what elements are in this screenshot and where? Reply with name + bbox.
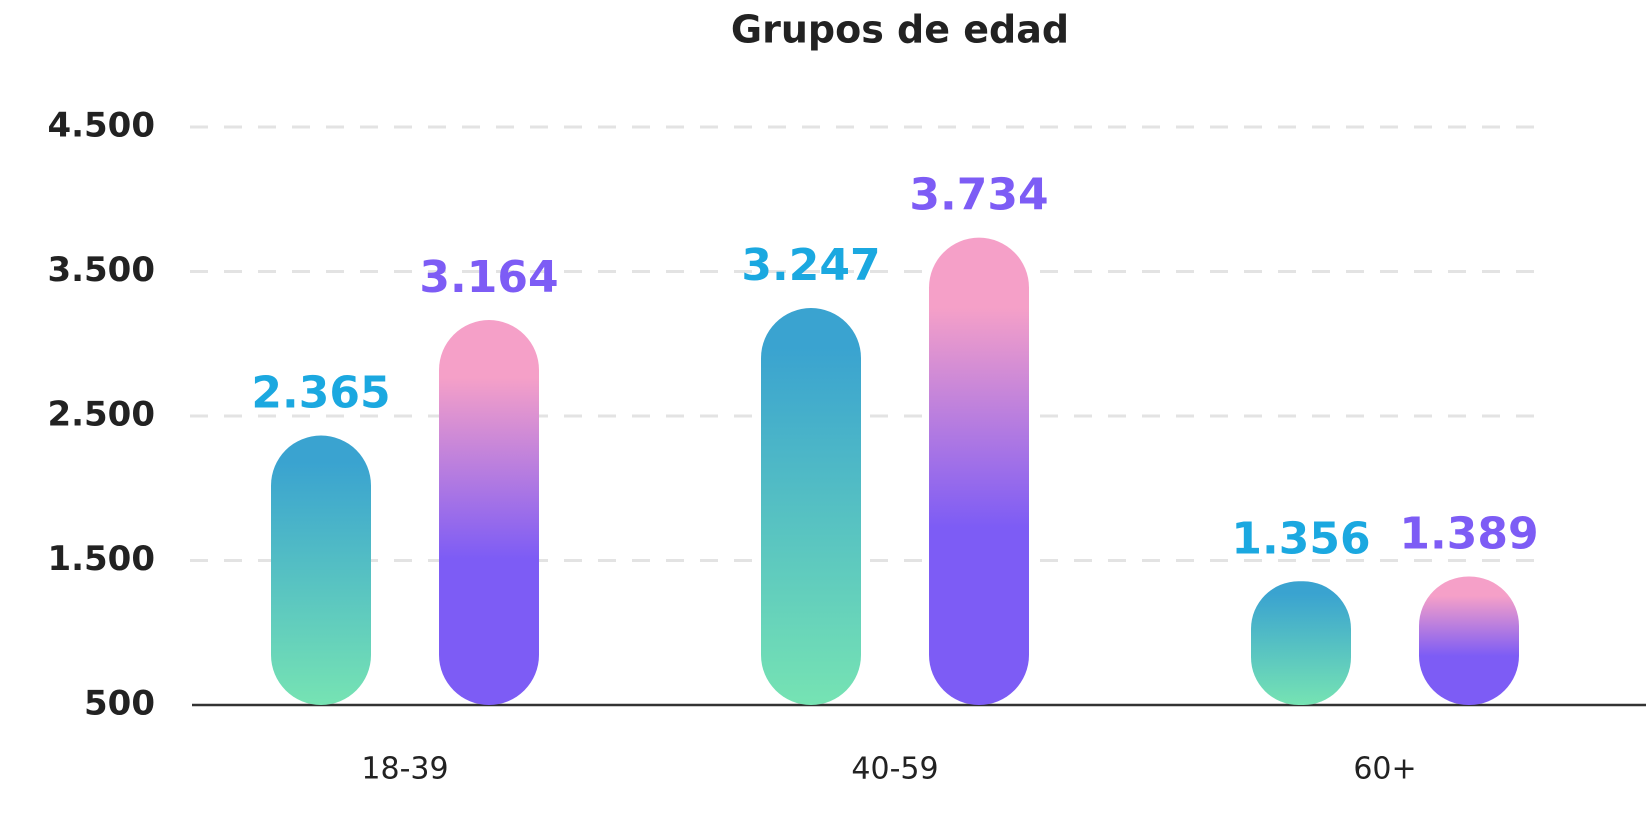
x-tick-label: 18-39 bbox=[361, 752, 448, 787]
bar bbox=[439, 320, 539, 705]
bar bbox=[1419, 576, 1519, 705]
value-label: 3.734 bbox=[909, 170, 1048, 221]
bar bbox=[929, 237, 1029, 705]
y-tick-label: 4.500 bbox=[47, 106, 155, 146]
y-tick-label: 1.500 bbox=[47, 539, 155, 579]
value-label: 1.389 bbox=[1399, 509, 1538, 560]
bar bbox=[271, 435, 371, 705]
y-tick-label: 2.500 bbox=[47, 395, 155, 435]
chart-title: Grupos de edad bbox=[731, 8, 1069, 52]
bar bbox=[761, 308, 861, 705]
value-label: 2.365 bbox=[251, 368, 390, 419]
y-tick-label: 500 bbox=[84, 684, 155, 724]
x-tick-label: 40-59 bbox=[851, 752, 938, 787]
x-tick-label: 60+ bbox=[1353, 752, 1416, 787]
value-label: 3.247 bbox=[741, 240, 880, 291]
bar bbox=[1251, 581, 1351, 705]
value-label: 3.164 bbox=[419, 252, 558, 303]
y-tick-label: 3.500 bbox=[47, 250, 155, 290]
value-label: 1.356 bbox=[1231, 513, 1370, 564]
